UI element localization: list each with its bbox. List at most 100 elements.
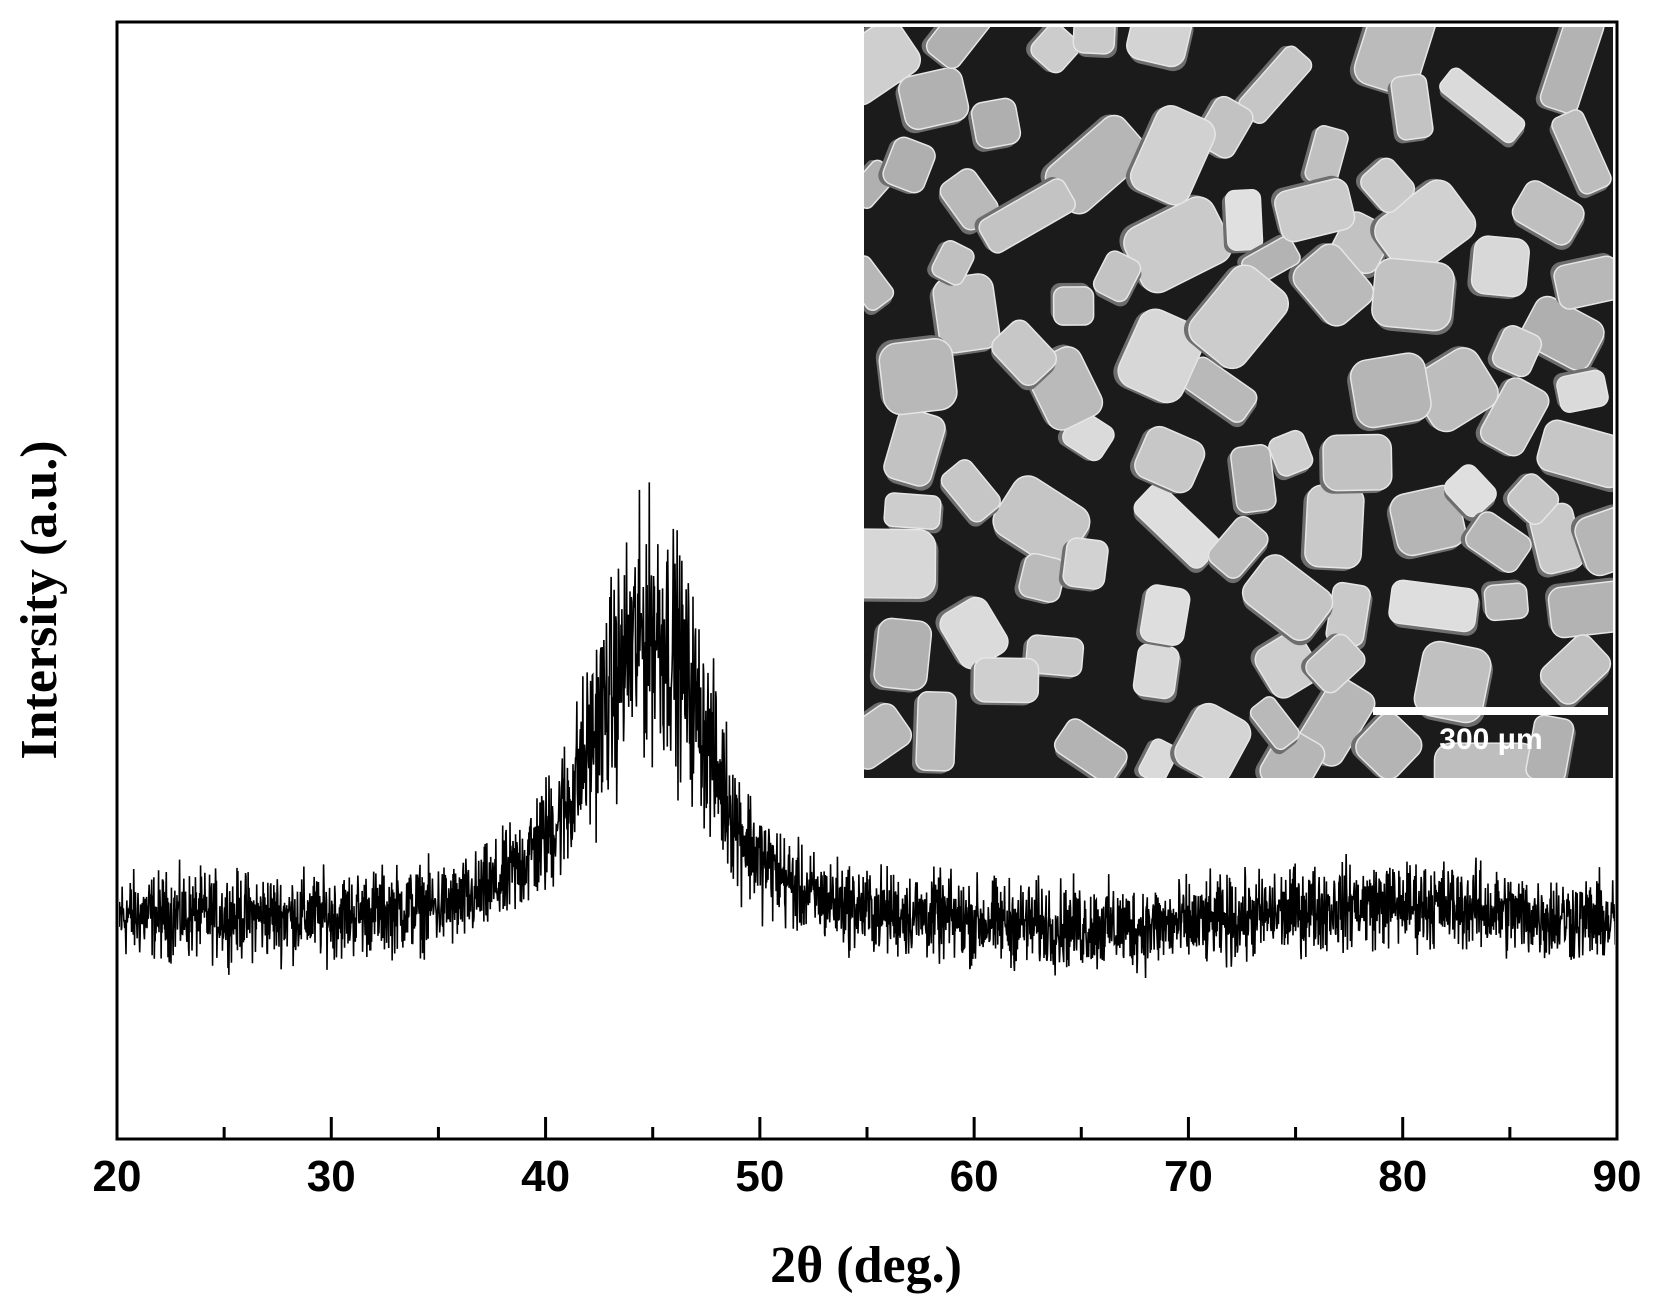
particle-body [1439, 67, 1526, 144]
inset-particle [911, 690, 957, 774]
series-line-0 [119, 482, 1615, 979]
particle-body [1507, 473, 1560, 525]
particle-body [978, 178, 1077, 254]
inset-particle [1539, 634, 1612, 709]
inset-particle [1413, 640, 1493, 728]
particle-body [1536, 419, 1613, 489]
particle-body [1249, 696, 1300, 751]
x-tick-label-30: 30 [307, 1152, 356, 1201]
inset-particle [864, 528, 939, 603]
inset-particle [1014, 552, 1067, 605]
y-axis-title: Intersity (a.u.) [11, 440, 68, 759]
particle-body [1174, 702, 1252, 778]
inset-particle [1553, 367, 1609, 414]
inset-particle [1266, 429, 1314, 481]
particle-body [1479, 377, 1550, 457]
inset-particle [1502, 473, 1560, 525]
particle-body [882, 136, 936, 194]
inset-particle [864, 27, 922, 106]
particle-body [1052, 286, 1095, 326]
inset-particle [1439, 67, 1526, 148]
inset-particle [883, 408, 947, 491]
particle-body [1371, 257, 1455, 332]
inset-particle [864, 702, 913, 770]
particle-body [973, 657, 1040, 704]
x-tick-label-50: 50 [735, 1152, 784, 1201]
sem-inset: 300 μm [864, 27, 1613, 778]
particle-body [1062, 537, 1109, 590]
inset-particle [1113, 308, 1206, 404]
inset-particle [1249, 696, 1300, 755]
inset-particle [921, 27, 1003, 70]
particle-body [1465, 511, 1532, 573]
inset-particle [1350, 712, 1423, 778]
particle-body [883, 408, 946, 487]
particle-body [1129, 105, 1216, 206]
particle-body [864, 255, 895, 311]
inset-particle [1058, 537, 1109, 592]
x-tick-labels: 20 30 40 50 60 70 80 90 [93, 1152, 1642, 1201]
series-group [119, 482, 1615, 979]
particle-body [1268, 429, 1314, 477]
particle-body [864, 27, 922, 106]
particle-body [1413, 640, 1492, 724]
particle-body [1117, 308, 1206, 404]
particle-body [1132, 643, 1180, 700]
inset-particle [1475, 377, 1550, 457]
particle-body [1305, 633, 1366, 694]
particle-body [1292, 243, 1375, 327]
particle-body [1360, 157, 1416, 214]
inset-particle [1387, 73, 1434, 144]
inset-particle [1050, 282, 1095, 326]
particle-body [1483, 582, 1529, 622]
particle-body [1072, 27, 1117, 55]
inset-particle [1355, 157, 1416, 214]
inset-particle [878, 136, 936, 195]
particle-body [931, 240, 975, 286]
inset-particle [935, 595, 1009, 670]
inset-particle [1221, 189, 1264, 254]
inset-particle [1022, 344, 1104, 431]
inset-particle [1125, 105, 1216, 206]
inset-particle [1550, 252, 1613, 310]
inset-particle [1227, 443, 1277, 516]
scale-bar-label: 300 μm [1439, 723, 1542, 756]
particle-body [1139, 584, 1191, 646]
particle-body [1138, 738, 1179, 778]
particle-body [1511, 180, 1585, 246]
x-ticks [115, 1117, 1619, 1139]
particle-body [1556, 369, 1609, 414]
inset-particle [1549, 109, 1612, 199]
inset-particle [1525, 714, 1576, 778]
inset-particle [1467, 235, 1530, 300]
x-tick-label-90: 90 [1593, 1152, 1642, 1201]
particle-body [1224, 189, 1264, 251]
particle-body [1274, 178, 1356, 243]
inset-particle [1207, 515, 1269, 584]
inset-particle [1520, 295, 1605, 376]
particle-body [1525, 714, 1575, 778]
inset-particle [1072, 27, 1119, 58]
particle-body [864, 703, 913, 770]
particle-body [940, 459, 1001, 523]
inset-particle [1026, 27, 1081, 74]
inset-particle [940, 459, 1001, 527]
particle-body [915, 690, 957, 772]
inset-particle [927, 240, 975, 286]
inset-particle [883, 492, 944, 534]
inset-particle [1053, 718, 1128, 778]
particle-body [1134, 425, 1206, 494]
inset-particle [1570, 504, 1613, 577]
particle-body [1353, 27, 1440, 96]
particle-body [878, 338, 958, 416]
inset-particle [1444, 464, 1497, 522]
particle-body [873, 617, 933, 691]
inset-particle [1170, 702, 1252, 778]
inset-particle [1092, 250, 1142, 307]
scale-bar [1373, 707, 1608, 715]
particle-body [1355, 712, 1423, 778]
inset-particle [1136, 584, 1191, 648]
particle-body [897, 67, 970, 131]
particle-body [925, 27, 1003, 70]
